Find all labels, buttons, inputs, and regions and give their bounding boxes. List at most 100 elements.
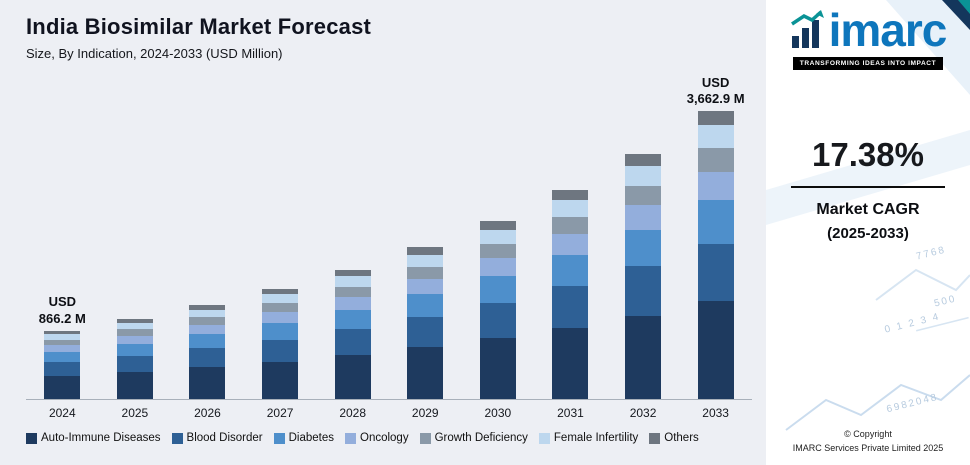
bar-segment	[116, 335, 153, 344]
bar-segment	[334, 269, 371, 277]
cagr-period: (2025-2033)	[827, 225, 909, 242]
bar-segment	[479, 338, 516, 399]
bar-segment	[189, 367, 226, 399]
stacked-bar-plot: USD 866.2 M USD 3,662.9 M	[26, 69, 752, 399]
bar-segment	[189, 317, 226, 325]
legend-swatch	[171, 432, 183, 444]
bar-segment	[625, 165, 662, 186]
legend-swatch	[26, 432, 37, 444]
logo-chart-icon	[790, 10, 824, 48]
logo-wordmark: imarc	[828, 3, 948, 56]
bar-segment	[407, 247, 444, 255]
bar-segment	[407, 317, 444, 348]
cagr-value: 17.38%	[812, 136, 924, 173]
bar-segment	[262, 361, 299, 399]
bar-stack	[116, 319, 153, 399]
bar-segment	[334, 329, 371, 356]
bar-stack	[334, 269, 371, 399]
bar-column	[316, 69, 389, 399]
bar-segment	[552, 254, 589, 287]
bar-segment	[189, 348, 226, 368]
legend-swatch	[649, 432, 661, 444]
legend-item: Female Infertility	[538, 432, 639, 444]
bar-segment	[44, 345, 81, 353]
bar-segment	[552, 200, 589, 218]
bar-segment	[262, 323, 299, 340]
bar-segment	[697, 125, 734, 149]
bar-segment	[697, 243, 734, 302]
legend-swatch	[538, 432, 550, 444]
copyright-line1: © Copyright	[844, 429, 892, 440]
legend-item: Diabetes	[273, 432, 334, 444]
bar-annotation: USD 866.2 M	[38, 294, 86, 326]
bar-segment	[479, 220, 516, 230]
x-axis-label: 2033	[702, 406, 729, 420]
legend-item: Auto-Immune Diseases	[26, 432, 161, 444]
bar-stack	[697, 111, 734, 399]
bar-column	[534, 69, 607, 399]
bar-segment	[552, 189, 589, 201]
x-axis-label: 2027	[266, 406, 294, 420]
x-axis-label: 2030	[484, 406, 512, 420]
bar-segment	[479, 258, 516, 277]
x-axis-label: 2026	[194, 406, 221, 420]
bar-segment	[44, 362, 81, 376]
x-axis-label: 2032	[629, 406, 657, 420]
bar-segment	[334, 276, 371, 287]
bar-segment	[697, 111, 734, 126]
bar-column	[244, 69, 317, 399]
bar-segment	[262, 288, 299, 295]
bar-segment	[334, 296, 371, 310]
x-axis-label: 2028	[339, 406, 367, 420]
bar-segment	[625, 185, 662, 206]
bar-segment	[262, 294, 299, 304]
legend: Auto-Immune Diseases Blood Disorder Diabet…	[26, 432, 770, 444]
bar-segment	[407, 267, 444, 280]
x-axis-label: 2024	[48, 406, 76, 420]
bar-segment	[697, 148, 734, 172]
bar-segment	[552, 233, 589, 255]
legend-item: Growth Deficiency	[419, 432, 528, 444]
legend-label: Diabetes	[288, 432, 334, 444]
bar-segment	[116, 319, 153, 324]
copyright: © Copyright IMARC Services Private Limit…	[766, 428, 970, 456]
bar-segment	[479, 302, 516, 339]
legend-item: Oncology	[345, 432, 409, 444]
legend-label: Growth Deficiency	[434, 432, 528, 444]
bar-segment	[189, 324, 226, 335]
bar-column: USD 3,662.9 M	[679, 69, 752, 399]
copyright-line2: IMARC Services Private Limited 2025	[792, 443, 944, 454]
bar-segment	[625, 315, 662, 399]
chart-panel: India Biosimilar Market Forecast Size, B…	[0, 0, 766, 465]
bar-segment	[697, 301, 734, 399]
bar-segment	[407, 254, 444, 268]
bar-segment	[44, 330, 81, 335]
legend-label: Female Infertility	[553, 432, 639, 444]
bar-segment	[189, 334, 226, 349]
bar-segment	[334, 309, 371, 330]
legend-item: Blood Disorder	[171, 432, 263, 444]
x-axis-label: 2031	[557, 406, 584, 420]
legend-label: Auto-Immune Diseases	[41, 432, 161, 444]
bar-stack	[262, 288, 299, 399]
cagr-label: Market CAGR	[816, 201, 920, 218]
chart-subtitle: Size, By Indication, 2024-2033 (USD Mill…	[26, 46, 283, 61]
bar-segment	[44, 375, 81, 399]
bar-segment	[625, 205, 662, 230]
bar-column	[607, 69, 680, 399]
legend-swatch	[273, 432, 285, 444]
legend-label: Oncology	[360, 432, 409, 444]
bar-column	[462, 69, 535, 399]
bar-segment	[189, 309, 226, 318]
bar-segment	[552, 327, 589, 399]
bar-segment	[625, 153, 662, 166]
legend-label: Others	[664, 432, 699, 444]
legend-swatch	[419, 432, 431, 444]
bar-stack	[552, 189, 589, 399]
bar-segment	[116, 371, 153, 399]
legend-item: Others	[649, 432, 699, 444]
bar-segment	[262, 303, 299, 313]
bar-column	[389, 69, 462, 399]
bar-segment	[116, 323, 153, 330]
bar-segment	[116, 329, 153, 336]
